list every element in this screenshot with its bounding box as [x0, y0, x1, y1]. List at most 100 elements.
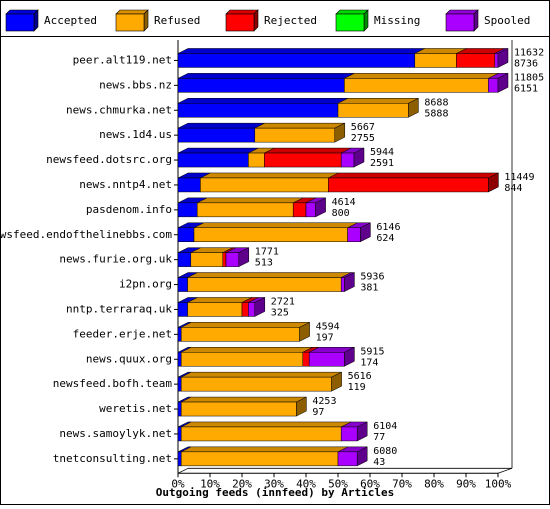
- bar-end-face: [344, 272, 355, 292]
- offered-count-label: 6080: [373, 446, 397, 457]
- bar-segment-refused: [180, 376, 332, 392]
- bar-segment-refused: [180, 327, 300, 342]
- bar-segment-refused: [190, 252, 224, 267]
- bar-segment-refused-top: [187, 272, 352, 278]
- category-label: nntp.terraraq.uk: [66, 302, 172, 315]
- bar-segment-refused: [187, 277, 342, 292]
- bar-segment-refused: [193, 227, 348, 242]
- bar-end-face: [299, 321, 310, 342]
- offered-count-label: 5667: [351, 122, 375, 133]
- category-label: news.furie.org.uk: [59, 253, 172, 266]
- accepted-count-label: 97: [312, 407, 324, 418]
- offered-count-label: 11632: [514, 47, 544, 58]
- bar-segment-spooled: [337, 451, 358, 467]
- bar-end-face: [254, 297, 266, 317]
- bar-segment-rejected-top: [264, 147, 352, 154]
- bar-segment-accepted: [177, 53, 416, 68]
- x-tick-label: 100%: [485, 477, 512, 490]
- bar-end-face: [356, 421, 368, 442]
- offered-count-label: 11805: [514, 72, 544, 83]
- bar-end-face: [315, 197, 326, 218]
- legend-swatch-side: [253, 9, 259, 32]
- accepted-count-label: 197: [316, 332, 334, 343]
- x-tick-label: 90%: [456, 477, 476, 490]
- x-tick-label: 80%: [424, 477, 444, 490]
- legend-swatch-top: [445, 9, 479, 15]
- category-label: peer.alt119.net: [73, 53, 172, 66]
- bar-segment-accepted: [177, 451, 182, 467]
- bar-segment-accepted-top: [177, 73, 355, 79]
- category-label: weretis.net: [99, 402, 172, 415]
- category-label: newsfeed.endofthelinebbs.com: [0, 228, 172, 241]
- offered-count-label: 11449: [504, 172, 534, 183]
- category-label: newsfeed.dotsrc.org: [46, 153, 172, 166]
- bar-segment-spooled: [340, 426, 358, 442]
- bar-segment-refused: [180, 451, 339, 467]
- bar-end-face: [296, 396, 307, 417]
- x-tick-label: 50%: [328, 477, 348, 490]
- bar-end-face: [497, 48, 509, 68]
- legend-item-accepted: Accepted: [5, 9, 97, 32]
- bar-segment-refused-top: [181, 421, 352, 428]
- bar-end-face: [238, 247, 250, 268]
- legend-item-refused: Refused: [115, 9, 200, 32]
- bar-segment-accepted: [177, 177, 201, 193]
- accepted-count-label: 2591: [370, 158, 394, 169]
- bar-segment-accepted: [177, 352, 182, 367]
- category-label: news.quux.org: [86, 352, 172, 365]
- bar-segment-refused-top: [181, 396, 307, 403]
- x-axis-title: Outgoing feeds (innfeed) by Articles: [156, 486, 394, 499]
- legend-label: Spooled: [484, 14, 530, 27]
- bar-segment-refused: [248, 152, 265, 168]
- accepted-count-label: 624: [376, 233, 394, 244]
- category-label: newsfeed.bofh.team: [53, 377, 173, 390]
- offered-count-label: 4614: [332, 197, 356, 208]
- bar-segment-accepted-top: [177, 122, 265, 129]
- category-label: news.bbs.nz: [99, 78, 172, 91]
- legend-swatch-top: [225, 9, 259, 15]
- bar-segment-accepted: [177, 103, 339, 118]
- bar-segment-accepted-top: [177, 48, 425, 54]
- bar-segment-spooled: [225, 252, 240, 267]
- bar-segment-refused: [180, 401, 297, 417]
- bar-end-face: [353, 147, 365, 168]
- bar-segment-refused-top: [197, 197, 304, 204]
- bar-segment-refused: [254, 127, 336, 143]
- bar-segment-refused-top: [187, 297, 253, 303]
- legend-swatch-side: [473, 9, 479, 32]
- bar-segment-refused-top: [181, 347, 313, 353]
- offered-count-label: 5915: [360, 346, 384, 357]
- bar-end-face: [488, 172, 499, 193]
- bar-segment-refused: [196, 202, 294, 218]
- bar-end-face: [408, 97, 419, 118]
- legend-item-missing: Missing: [335, 9, 420, 32]
- offered-count-label: 6104: [373, 421, 397, 432]
- accepted-count-label: 43: [373, 457, 385, 468]
- bar-segment-spooled: [488, 78, 499, 93]
- accepted-count-label: 174: [360, 357, 378, 368]
- bar-segment-rejected: [241, 302, 249, 317]
- bar-segment-refused: [414, 53, 457, 68]
- category-label: news.nntp4.net: [79, 178, 172, 191]
- bar-segment-accepted: [177, 252, 192, 267]
- bar-segment-accepted: [177, 277, 188, 292]
- bar-segment-accepted: [177, 376, 182, 392]
- bar-end-face: [334, 122, 346, 143]
- category-label: pasdenom.info: [86, 203, 172, 216]
- offered-count-label: 2721: [271, 296, 295, 307]
- bar-segment-spooled: [305, 202, 316, 218]
- category-label: tnetconsulting.net: [53, 452, 172, 465]
- legend-swatch: [335, 13, 365, 32]
- accepted-count-label: 513: [255, 258, 273, 269]
- x-tick-label: 60%: [360, 477, 380, 490]
- legend-swatch-side: [143, 9, 149, 32]
- x-tick-label: 30%: [264, 477, 284, 490]
- accepted-count-label: 77: [373, 432, 385, 443]
- accepted-count-label: 844: [504, 183, 522, 194]
- legend-swatch: [445, 13, 475, 32]
- bar-segment-accepted: [177, 78, 345, 93]
- accepted-count-label: 381: [360, 283, 378, 294]
- offered-count-label: 5936: [360, 272, 384, 283]
- bar-segment-spooled: [340, 277, 345, 292]
